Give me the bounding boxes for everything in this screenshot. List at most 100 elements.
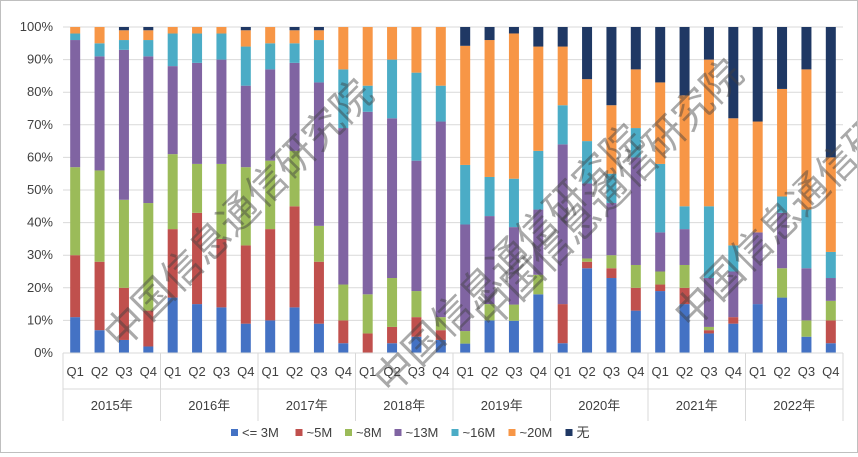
bar-segment <box>703 330 714 334</box>
x-tick-label: Q1 <box>554 364 571 379</box>
legend-swatch <box>231 429 238 436</box>
bar-segment <box>533 150 544 210</box>
bar-segment <box>801 27 812 70</box>
bar-segment <box>582 268 593 353</box>
bar-segment <box>338 128 349 285</box>
x-tick-label: Q2 <box>286 364 303 379</box>
bar-segment <box>728 27 739 119</box>
bar-segment <box>582 183 593 259</box>
x-tick-label: Q3 <box>213 364 230 379</box>
bar-segment <box>508 320 519 353</box>
bar-segment <box>70 40 81 168</box>
legend-swatch <box>295 429 303 436</box>
y-tick-label: 90% <box>27 52 53 67</box>
bar-segment <box>387 118 398 279</box>
bar-segment <box>777 88 788 197</box>
bar-segment <box>655 271 666 285</box>
x-tick-label: Q4 <box>822 364 839 379</box>
bar-segment <box>94 170 105 262</box>
legend-label: ~8M <box>356 425 382 440</box>
bar-segment <box>557 343 568 353</box>
bar-segment <box>533 46 544 151</box>
bar-segment <box>94 43 105 57</box>
bar-segment <box>192 212 203 305</box>
bar-segment <box>240 167 251 246</box>
x-tick-label: Q3 <box>115 364 132 379</box>
bar-segment <box>338 27 349 70</box>
bar-segment <box>606 27 617 106</box>
bar-segment <box>265 69 276 161</box>
bar-segment <box>313 40 324 83</box>
bar-segment <box>118 30 129 41</box>
bar-segment <box>752 304 763 353</box>
bar-segment <box>533 294 544 353</box>
bar-segment <box>728 271 739 318</box>
bar-segment <box>557 304 568 344</box>
bar-segment <box>192 163 203 213</box>
y-tick-label: 20% <box>27 280 53 295</box>
bar-segment <box>679 229 690 265</box>
bar-segment <box>338 343 349 353</box>
legend-label: 无 <box>577 425 590 440</box>
bar-segment <box>801 268 812 321</box>
bar-segment <box>143 30 154 41</box>
bar-segment <box>582 27 593 80</box>
bar-segment <box>679 304 690 353</box>
y-tick-label: 50% <box>27 182 53 197</box>
bar-segment <box>777 297 788 353</box>
bar-segment <box>679 264 690 288</box>
bar-segment <box>265 320 276 353</box>
bar-segment <box>362 111 373 295</box>
bar-segment <box>387 59 398 119</box>
bar-segment <box>240 85 251 168</box>
bars <box>70 27 836 353</box>
bar-segment <box>655 82 666 164</box>
bar-segment <box>70 33 81 41</box>
bar-segment <box>508 178 519 228</box>
x-tick-label: Q1 <box>164 364 181 379</box>
bar-segment <box>216 27 227 34</box>
x-tick-label: Q1 <box>67 364 84 379</box>
bar-segment <box>435 85 446 122</box>
bar-segment <box>679 287 690 305</box>
bar-segment <box>387 27 398 60</box>
legend-label: ~5M <box>307 425 333 440</box>
bar-segment <box>362 85 373 112</box>
bar-segment <box>825 27 836 158</box>
bar-segment <box>143 203 154 311</box>
bar-segment <box>289 30 300 44</box>
bar-segment <box>313 27 324 31</box>
x-tick-label: Q2 <box>578 364 595 379</box>
bar-segment <box>630 128 641 158</box>
x-tick-label: Q4 <box>237 364 254 379</box>
bar-segment <box>679 95 690 207</box>
bar-segment <box>460 224 471 332</box>
bar-segment <box>533 274 544 295</box>
bar-segment <box>484 320 495 353</box>
bar-segment <box>630 264 641 288</box>
bar-segment <box>167 66 178 155</box>
bar-segment <box>606 105 617 174</box>
bar-segment <box>192 62 203 164</box>
bar-segment <box>362 294 373 334</box>
bar-segment <box>435 339 446 353</box>
year-label: 2017年 <box>286 398 328 413</box>
bar-segment <box>411 72 422 161</box>
y-tick-label: 40% <box>27 215 53 230</box>
bar-segment <box>825 300 836 321</box>
bar-segment <box>313 225 324 262</box>
bar-segment <box>752 121 763 233</box>
bar-segment <box>728 245 739 272</box>
x-tick-label: Q2 <box>383 364 400 379</box>
y-tick-label: 60% <box>27 149 53 164</box>
y-tick-label: 80% <box>27 84 53 99</box>
bar-segment <box>216 238 227 308</box>
legend-swatch <box>451 429 459 436</box>
bar-segment <box>143 27 154 31</box>
y-tick-label: 70% <box>27 117 53 132</box>
x-tick-label: Q2 <box>773 364 790 379</box>
bar-segment <box>484 304 495 321</box>
x-tick-label: Q3 <box>505 364 522 379</box>
bar-segment <box>801 69 812 210</box>
x-tick-label: Q4 <box>140 364 157 379</box>
